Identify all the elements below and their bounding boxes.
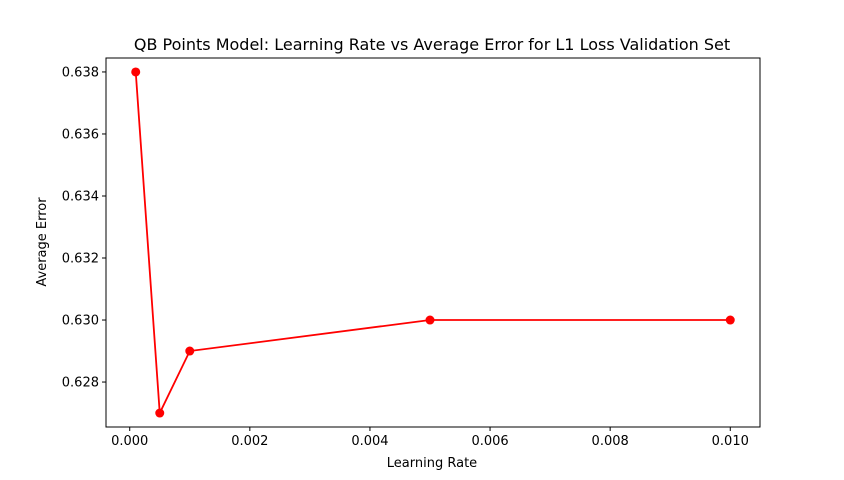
y-axis-label: Average Error [35,197,50,287]
x-axis-label: Learning Rate [387,456,477,471]
x-tick-label: 0.008 [592,434,629,449]
x-tick-label: 0.000 [111,434,148,449]
x-tick-label: 0.010 [712,434,749,449]
axes-frame [105,57,761,428]
y-tick-label: 0.628 [62,376,99,391]
data-point [131,67,141,77]
y-tick-label: 0.630 [62,314,99,329]
y-tick-label: 0.634 [62,189,99,204]
x-tick-label: 0.002 [231,434,268,449]
data-point [425,315,435,325]
y-tick-label: 0.638 [62,65,99,80]
x-tick-label: 0.006 [471,434,508,449]
chart-title: QB Points Model: Learning Rate vs Averag… [134,35,730,54]
series-line [134,71,731,417]
y-tick-label: 0.632 [62,252,99,267]
x-tick-label: 0.004 [351,434,388,449]
data-point [725,315,735,325]
data-point [185,346,195,356]
plot-area: 0.000 0.002 0.004 0.006 0.008 0.010 0.628 0.630… [62,57,761,449]
data-point [155,408,165,418]
y-tick-label: 0.636 [62,127,99,142]
